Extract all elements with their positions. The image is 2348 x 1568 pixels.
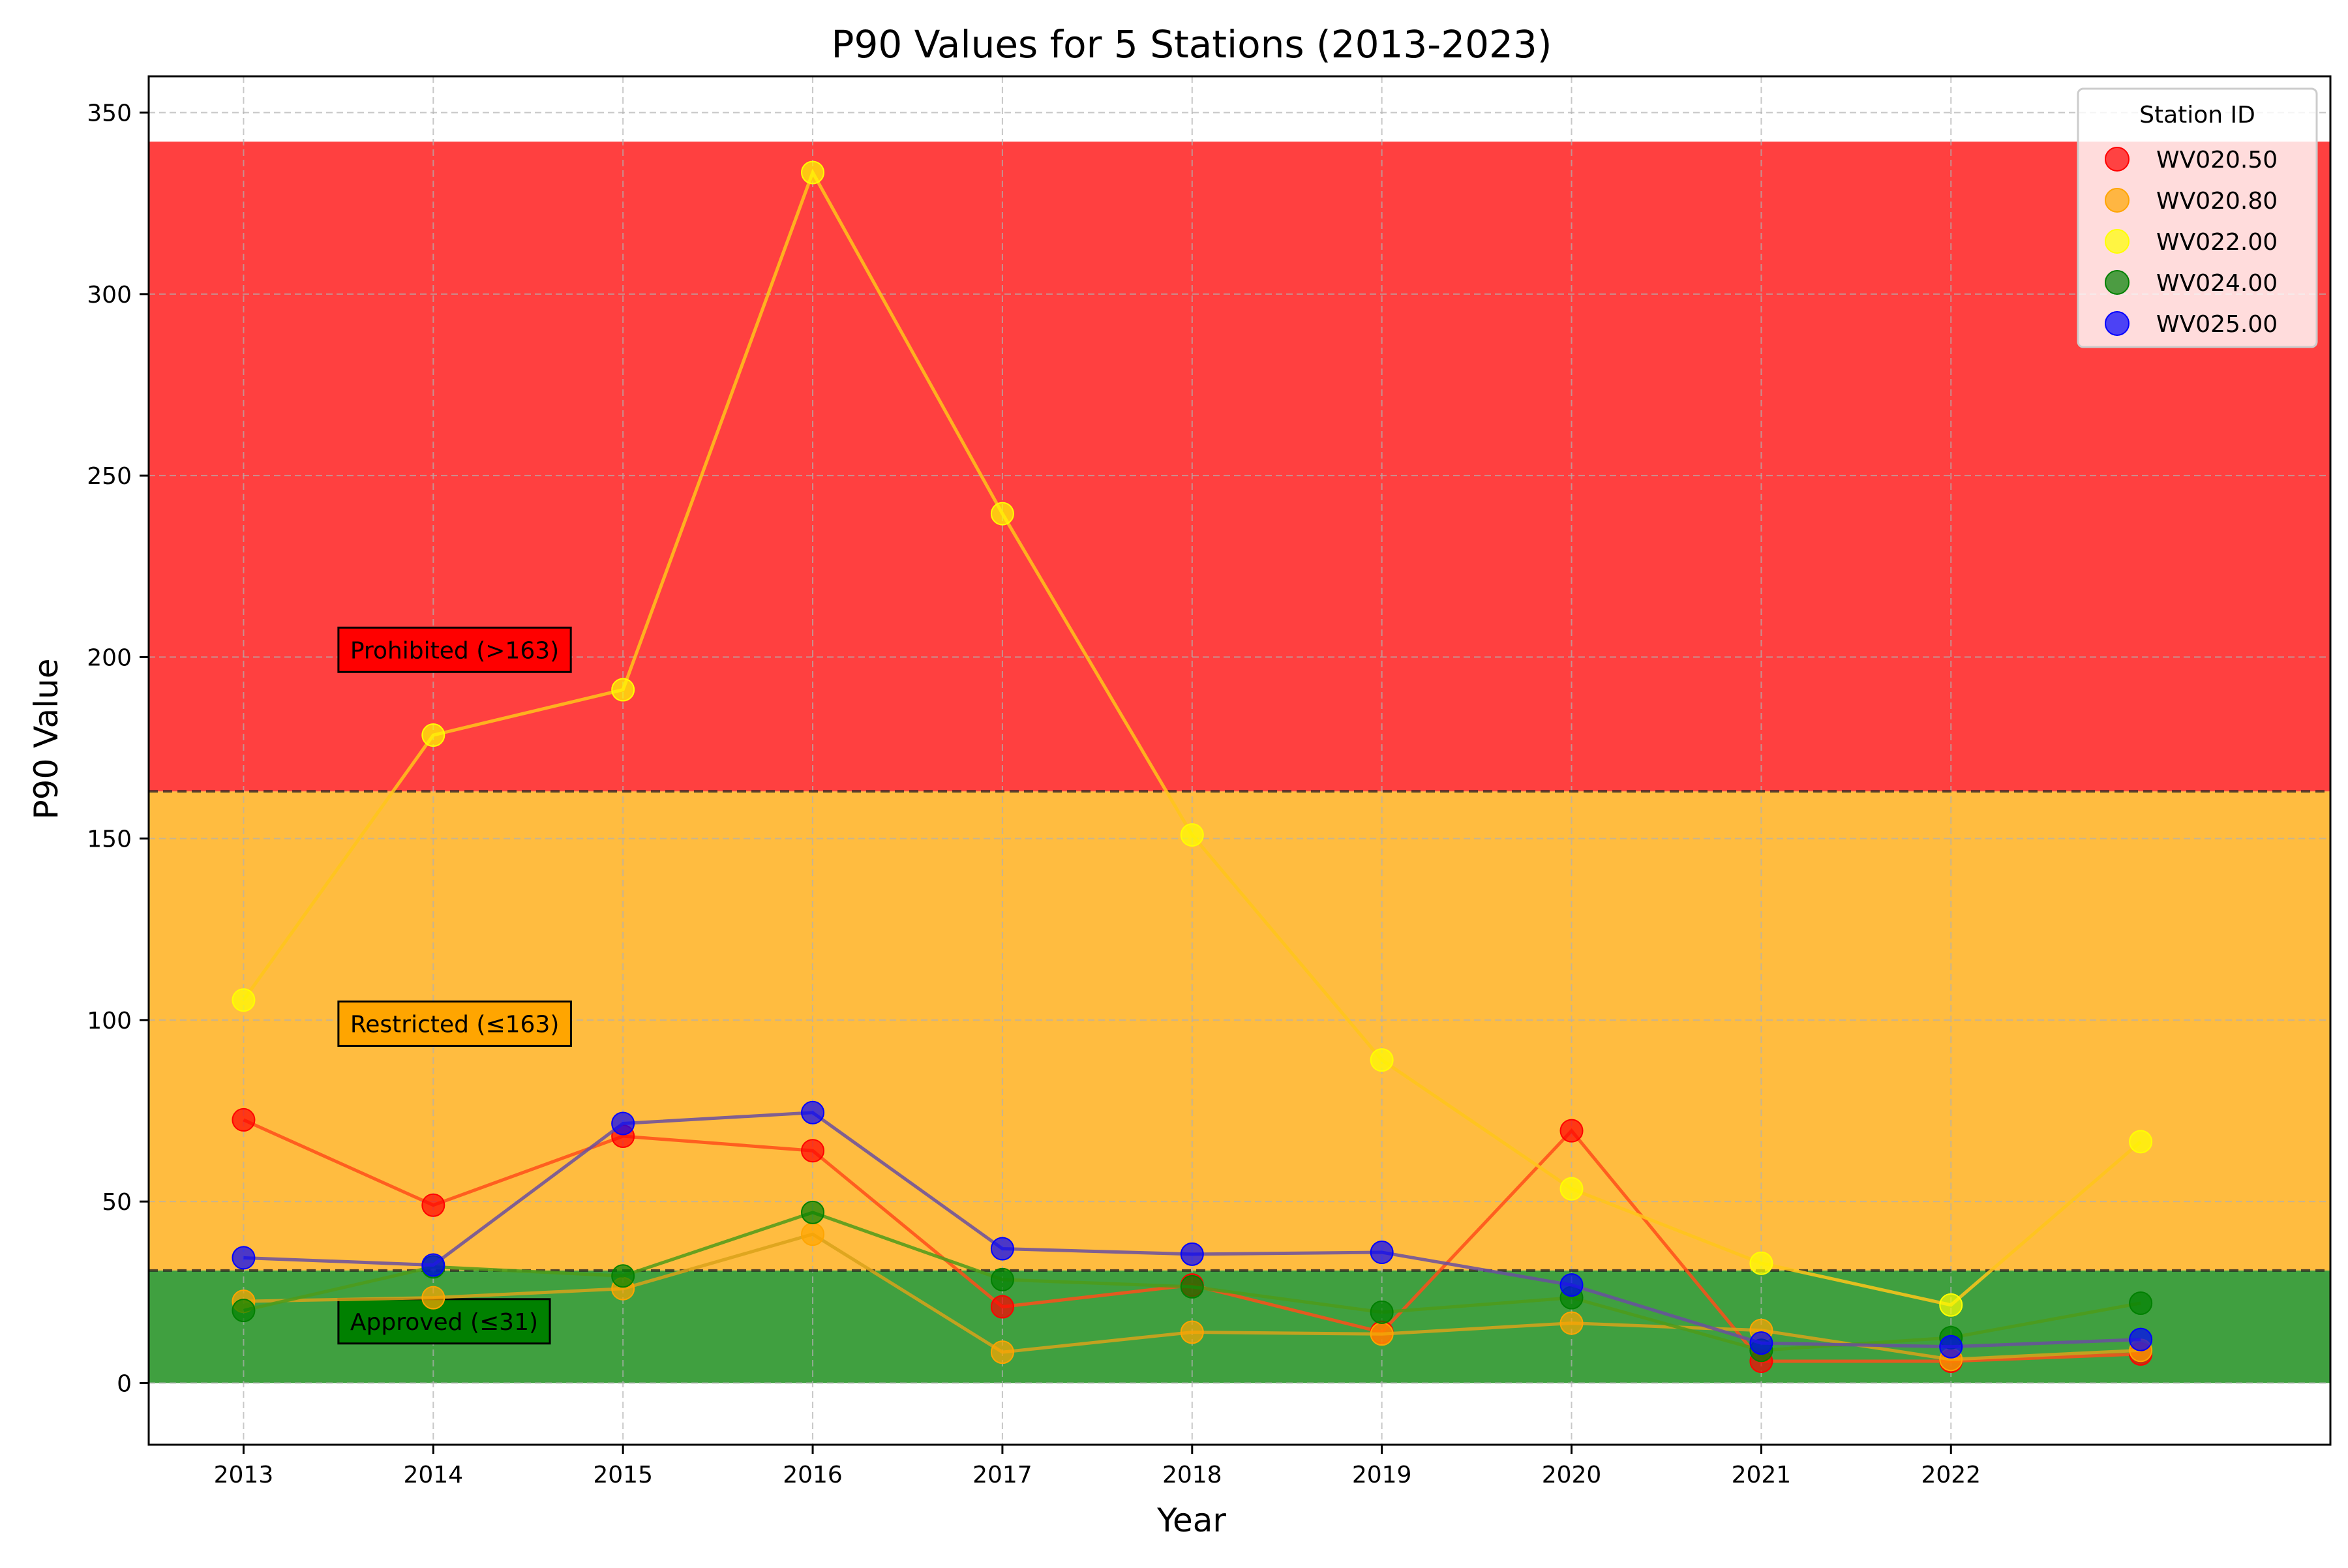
y-tick-label: 200 [87,644,132,671]
band-label-1: Restricted (≤163) [337,1000,572,1047]
data-point [421,723,445,747]
data-point [1370,1322,1394,1346]
data-point [1180,823,1204,847]
data-point [990,1237,1014,1261]
y-tick-label: 150 [87,826,132,853]
y-tick-label: 300 [87,282,132,309]
data-point [1370,1048,1394,1072]
legend-item: WV020.50 [2105,147,2278,173]
data-point [232,988,256,1012]
data-point [801,1100,825,1124]
data-point [2129,1291,2153,1315]
band-label-box [337,626,572,673]
data-point [990,502,1014,526]
y-tick-label: 50 [102,1189,132,1216]
data-point [1749,1251,1773,1275]
band-2 [149,142,2330,792]
data-point [611,1264,635,1288]
x-tick-label: 2018 [1162,1462,1222,1488]
data-point [1180,1320,1204,1344]
x-tick-label: 2019 [1352,1462,1412,1488]
legend-label: WV020.80 [2156,188,2278,215]
legend: Station ID WV020.50 WV020.80 WV022.00 WV024.… [2077,87,2318,348]
x-tick-label: 2014 [403,1462,463,1488]
data-point [232,1299,256,1323]
legend-item: WV025.00 [2105,311,2278,338]
data-point [421,1253,445,1277]
legend-item: WV020.80 [2105,188,2278,215]
band-label-0: Approved (≤31) [337,1298,551,1345]
y-tick-label: 0 [117,1370,132,1397]
x-tick-label: 2022 [1921,1462,1981,1488]
plot-frame [147,75,2332,1446]
data-point [801,1200,825,1224]
data-point [611,1111,635,1136]
legend-label: WV025.00 [2156,311,2278,338]
data-point [801,160,825,185]
data-point [990,1295,1014,1319]
legend-item: WV022.00 [2105,229,2278,256]
data-point [1749,1331,1773,1355]
data-point [990,1340,1014,1364]
data-point [2129,1130,2153,1154]
data-point [801,1222,825,1246]
legend-marker [2105,188,2130,213]
data-point [1559,1119,1584,1143]
data-point [2129,1327,2153,1351]
data-point [232,1246,256,1270]
y-tick-label: 250 [87,463,132,490]
x-tick-label: 2020 [1542,1462,1602,1488]
x-tick-label: 2016 [783,1462,843,1488]
x-tick-label: 2015 [593,1462,653,1488]
data-point [421,1286,445,1310]
data-point [1939,1334,1963,1359]
x-tick-label: 2017 [972,1462,1032,1488]
data-point [1180,1242,1204,1266]
data-point [1939,1293,1963,1317]
data-point [1559,1177,1584,1201]
data-point [611,678,635,702]
x-tick-label: 2021 [1732,1462,1792,1488]
x-tick-label: 2013 [214,1462,274,1488]
legend-marker [2105,147,2130,172]
data-point [232,1108,256,1132]
band-label-2: Prohibited (>163) [337,626,572,673]
data-point [990,1267,1014,1291]
y-tick-label: 100 [87,1008,132,1034]
band-label-box [337,1000,572,1047]
band-label-text: Restricted (≤163) [350,1011,560,1038]
legend-marker [2105,229,2130,254]
band-label-text: Prohibited (>163) [350,637,559,664]
band-label-text: Approved (≤31) [350,1309,538,1336]
legend-label: WV022.00 [2156,229,2278,256]
legend-title: Station ID [2139,102,2255,128]
data-point [1180,1274,1204,1299]
legend-item: WV024.00 [2105,270,2278,297]
data-point [1370,1241,1394,1265]
series-WV022.00 [232,160,2153,1317]
data-point [801,1139,825,1163]
legend-marker [2105,311,2130,336]
y-tick-label: 350 [87,100,132,127]
chart-title: P90 Values for 5 Stations (2013-2023) [832,22,1552,67]
legend-label: WV020.50 [2156,147,2278,173]
legend-marker [2105,270,2130,295]
data-point [421,1193,445,1217]
x-axis-label: Year [1156,1501,1226,1539]
y-axis-label: P90 Value [27,659,65,820]
series-WV025.00 [232,1100,2153,1359]
legend-box [2077,87,2318,348]
data-point [1559,1273,1584,1297]
legend-label: WV024.00 [2156,270,2278,297]
data-point [1559,1311,1584,1335]
data-point [1370,1300,1394,1324]
